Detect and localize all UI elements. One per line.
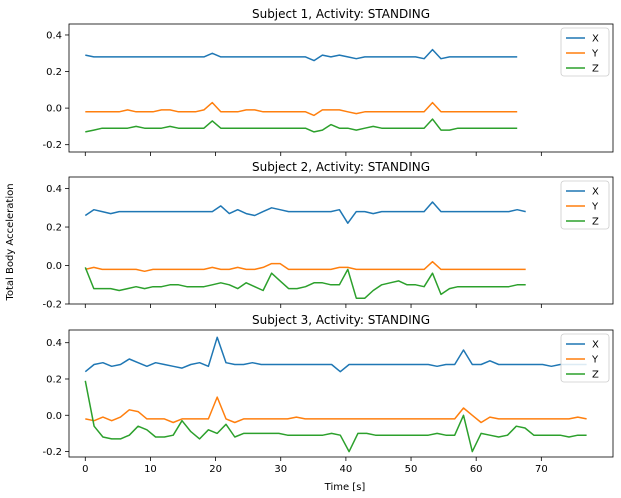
legend-label-z: Z — [592, 370, 599, 381]
series-line-y — [85, 101, 518, 117]
panel-1: Subject 1, Activity: STANDING -0.2 0.0 0.2 0… — [42, 7, 614, 156]
shared-xlabel: Time [s] — [324, 482, 366, 493]
legend: XYZ — [560, 180, 610, 230]
y-tick-label: 0.2 — [46, 223, 62, 234]
x-tick-label: 50 — [405, 464, 418, 475]
panel-2: Subject 2, Activity: STANDING -0.2 0.0 0.2 0… — [42, 160, 614, 311]
legend-box — [560, 27, 610, 77]
series-line-y — [85, 260, 526, 273]
legend: XYZ — [560, 27, 610, 77]
legend: XYZ — [560, 333, 610, 383]
legend-box — [560, 333, 610, 383]
panels: Subject 1, Activity: STANDING -0.2 0.0 0.2 0… — [42, 7, 614, 475]
legend-label-x: X — [592, 34, 599, 45]
y-tick-label: 0.2 — [46, 374, 62, 385]
x-tick-label: 30 — [274, 464, 287, 475]
series-line-z — [84, 380, 587, 453]
panel-3: Subject 3, Activity: STANDING -0.2 0.0 0.2 0… — [42, 313, 614, 475]
panel-title: Subject 2, Activity: STANDING — [252, 160, 430, 174]
y-tick-label: 0.0 — [46, 411, 62, 422]
legend-label-x: X — [592, 187, 599, 198]
legend-box — [560, 180, 610, 230]
series-line-x — [84, 336, 587, 373]
panel-title: Subject 3, Activity: STANDING — [252, 313, 430, 327]
x-tick-label: 60 — [470, 464, 483, 475]
panel-title: Subject 1, Activity: STANDING — [252, 7, 430, 21]
y-tick-label: 0.4 — [46, 30, 62, 41]
series-line-x — [85, 48, 518, 62]
series-line-z — [84, 267, 526, 299]
y-tick-label: 0.0 — [46, 104, 62, 115]
legend-label-y: Y — [591, 202, 599, 213]
legend-label-z: Z — [592, 217, 599, 228]
y-tick-label: -0.2 — [42, 447, 62, 458]
x-tick-label: 20 — [209, 464, 222, 475]
y-tick-label: -0.2 — [42, 140, 62, 151]
y-tick-label: 0.4 — [46, 184, 62, 195]
x-tick-label: 70 — [535, 464, 548, 475]
x-tick-label: 0 — [82, 464, 88, 475]
shared-ylabel: Total Body Acceleration — [5, 183, 16, 301]
legend-label-y: Y — [591, 49, 599, 60]
y-tick-label: 0.2 — [46, 67, 62, 78]
axes-frame — [68, 329, 614, 458]
legend-label-z: Z — [592, 64, 599, 75]
legend-label-y: Y — [591, 355, 599, 366]
x-tick-label: 10 — [144, 464, 157, 475]
series-line-x — [84, 201, 526, 224]
y-tick-label: 0.0 — [46, 261, 62, 272]
y-tick-label: 0.4 — [46, 338, 62, 349]
series-line-z — [85, 118, 518, 133]
axes-frame — [68, 176, 614, 305]
x-tick-label: 40 — [340, 464, 353, 475]
legend-label-x: X — [592, 340, 599, 351]
axes-frame — [68, 23, 614, 153]
y-tick-label: -0.2 — [42, 300, 62, 311]
series-line-y — [85, 396, 587, 424]
